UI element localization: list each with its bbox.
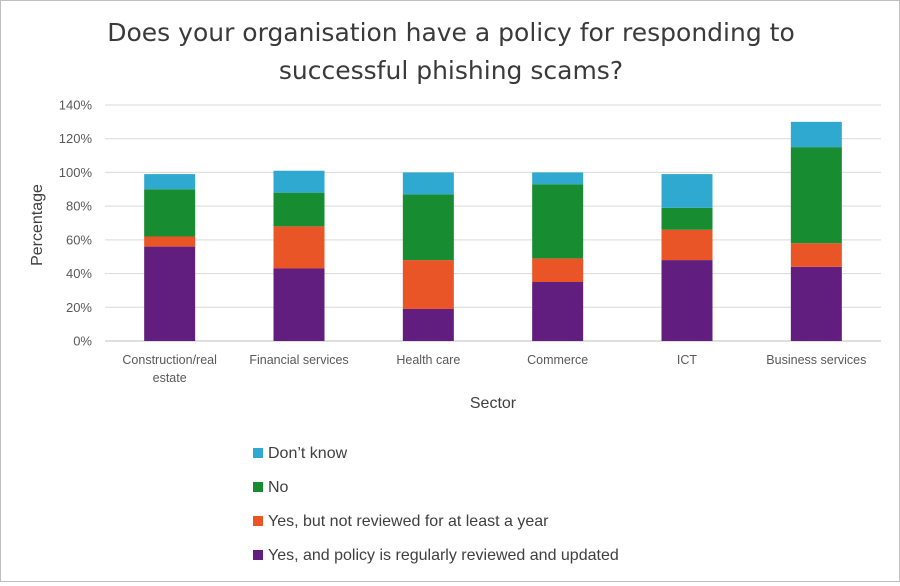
bar-segment: [402, 260, 454, 309]
bar-segment: [661, 260, 713, 341]
bar-segment: [790, 147, 842, 244]
x-tick-label: Business services: [766, 353, 866, 367]
bar-segment: [273, 170, 325, 193]
legend-label: No: [268, 479, 289, 496]
y-tick-label: 80%: [66, 199, 92, 214]
bar-segment: [661, 229, 713, 261]
x-tick-label: ICT: [677, 353, 698, 367]
bar-segment: [532, 258, 584, 282]
legend-swatch: [253, 482, 263, 492]
x-tick-label: Commerce: [527, 353, 588, 367]
y-axis-ticks: 0% 20% 40% 60% 80% 100% 120% 140%: [59, 98, 93, 349]
bar-segment: [144, 236, 196, 247]
bar-segment: [144, 246, 196, 341]
y-tick-label: 0%: [73, 334, 92, 349]
chart-title-line-2: successful phishing scams?: [279, 56, 623, 85]
bar-group: [532, 172, 584, 341]
x-tick-label: Financial services: [249, 353, 348, 367]
legend-item: No: [253, 479, 289, 496]
bar-segment: [144, 174, 196, 190]
chart-title-line-1: Does your organisation have a policy for…: [107, 18, 795, 47]
bar-segment: [273, 268, 325, 341]
y-tick-label: 40%: [66, 266, 92, 281]
x-axis-title: Sector: [470, 395, 517, 412]
y-tick-label: 20%: [66, 300, 92, 315]
bar-segment: [532, 184, 584, 259]
bar-segment: [402, 172, 454, 195]
legend-item: Don’t know: [253, 445, 348, 462]
bar-group: [402, 172, 454, 341]
gridlines: [105, 104, 881, 342]
legend: Don’t know No Yes, but not reviewed for at…: [253, 445, 619, 564]
x-tick-label: Construction/real estate: [122, 353, 217, 385]
bar-segment: [532, 172, 584, 185]
legend-item: Yes, and policy is regularly reviewed an…: [253, 547, 619, 564]
legend-item: Yes, but not reviewed for at least a yea…: [253, 513, 549, 530]
x-axis-ticks: Construction/real estate Financial service…: [122, 353, 866, 385]
bar-group: [661, 174, 713, 341]
legend-label: Don’t know: [268, 445, 348, 462]
bar-segment: [790, 266, 842, 341]
bar-segment: [790, 121, 842, 148]
bar-group: [144, 174, 196, 341]
y-axis-title: Percentage: [29, 184, 46, 266]
bar-segment: [790, 243, 842, 267]
bar-segment: [273, 226, 325, 269]
legend-label: Yes, but not reviewed for at least a yea…: [268, 513, 549, 530]
bar-segment: [661, 207, 713, 230]
y-tick-label: 60%: [66, 232, 92, 247]
bar-group: [790, 121, 842, 341]
bar-segment: [402, 194, 454, 261]
bar-group: [273, 170, 325, 341]
y-tick-label: 120%: [59, 131, 93, 146]
y-tick-label: 100%: [59, 165, 93, 180]
bar-segment: [273, 192, 325, 227]
bars: [144, 121, 842, 341]
legend-swatch: [253, 550, 263, 560]
x-tick-label: Health care: [396, 353, 460, 367]
bar-segment: [532, 282, 584, 341]
legend-swatch: [253, 516, 263, 526]
legend-label: Yes, and policy is regularly reviewed an…: [268, 547, 619, 564]
bar-segment: [661, 174, 713, 208]
legend-swatch: [253, 448, 263, 458]
chart-title: Does your organisation have a policy for…: [107, 18, 795, 85]
y-tick-label: 140%: [59, 98, 93, 113]
bar-segment: [402, 308, 454, 341]
bar-segment: [144, 189, 196, 237]
